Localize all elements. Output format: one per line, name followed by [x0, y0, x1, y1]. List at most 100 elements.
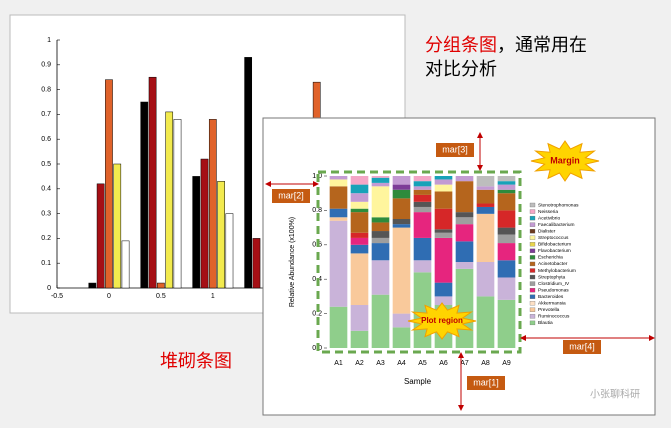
legend-swatch [529, 307, 536, 312]
grouped-caption-line2: 对比分析 [425, 59, 497, 80]
legend-swatch [529, 268, 536, 273]
y-tick-label: 0.7 [41, 111, 51, 118]
bar [173, 119, 182, 289]
bar-segment [350, 244, 369, 254]
x-tick-label: A4 [397, 360, 406, 367]
legend-swatch [529, 320, 536, 326]
legend-swatch [529, 261, 536, 267]
y-tick-label: 0.9 [41, 62, 51, 69]
legend-label: Dialister [538, 228, 556, 234]
bar-segment [371, 182, 390, 187]
legend-label: Akkermansia [538, 301, 566, 307]
bar-segment [497, 176, 516, 182]
bar-segment [434, 296, 453, 305]
bar-segment [392, 198, 411, 219]
bar-segment [392, 176, 411, 185]
legend-swatch [529, 229, 536, 234]
bar-segment [497, 243, 516, 261]
legend-swatch [529, 209, 536, 214]
bar-segment [350, 176, 369, 185]
bar-segment [434, 208, 453, 230]
y-tick-label: 0.8 [41, 86, 51, 93]
y-tick-label: 0 [47, 285, 51, 292]
bar-segment [371, 243, 390, 261]
mar4: mar[4] [569, 341, 595, 351]
bar-segment [329, 179, 348, 187]
bar-segment [350, 253, 369, 305]
bar-segment [497, 181, 516, 185]
bar-segment [497, 189, 516, 194]
x-tick-label: A8 [481, 360, 490, 367]
bar-segment [434, 282, 453, 297]
legend-label: Pseudomonas [538, 287, 569, 293]
label-box [272, 189, 310, 203]
legend-swatch [529, 314, 536, 319]
x-tick-label: 1 [211, 293, 215, 300]
bar-segment [434, 184, 453, 192]
bar-segment [350, 330, 369, 348]
legend-swatch [529, 215, 536, 221]
y-tick-label: 1 [47, 37, 51, 44]
bar [192, 176, 201, 289]
x-tick-label: A2 [355, 360, 364, 367]
bar-segment [329, 306, 348, 348]
bar-segment [476, 189, 495, 204]
bar-segment [371, 294, 390, 348]
bar-segment [476, 213, 495, 262]
bar [244, 57, 253, 289]
legend-label: Blautia [538, 320, 553, 326]
bar-segment [413, 189, 432, 195]
bar-segment [455, 176, 474, 182]
bar-segment [497, 210, 516, 228]
caption-red: 分组条图 [425, 35, 497, 56]
y-tick-label: 0.5 [41, 161, 51, 168]
legend-label: Methylobacterium [538, 268, 576, 274]
bar-segment [392, 227, 411, 314]
bar-segment [371, 186, 390, 218]
bar-segment [350, 212, 369, 233]
bar-segment [413, 181, 432, 187]
bar-segment [434, 232, 453, 238]
label-box [467, 376, 505, 390]
star [530, 140, 600, 182]
bar [225, 213, 234, 289]
y-tick-label: 0.2 [312, 310, 322, 317]
legend-label: Bifidobacterium [538, 242, 571, 248]
bar [148, 76, 157, 289]
legend-swatch [529, 287, 536, 293]
y-tick-label: 0.4 [41, 186, 51, 193]
bar-segment [434, 237, 453, 283]
bar [96, 183, 105, 289]
x-tick-label: -0.5 [51, 293, 63, 300]
bar [208, 119, 217, 289]
y-tick-label: 0.8 [312, 207, 322, 214]
bar [252, 238, 261, 289]
bar-segment [413, 206, 432, 213]
legend-swatch [529, 255, 536, 260]
x-tick-label: A5 [418, 360, 427, 367]
bar-segment [476, 262, 495, 297]
mar3: mar[3] [442, 144, 468, 154]
stacked-caption: 堆砌条图 [160, 351, 232, 372]
legend-swatch [529, 274, 536, 280]
bar-segment [371, 222, 390, 232]
legend-swatch [529, 281, 536, 286]
legend-label: Acetivibrio [538, 215, 560, 221]
legend-swatch [529, 222, 536, 227]
bar-segment [371, 260, 390, 295]
legend-label: Flavobacterium [538, 248, 571, 254]
bar-segment [392, 184, 411, 190]
bar-segment [434, 229, 453, 233]
bar-segment [455, 212, 474, 218]
y-tick-label: 0.2 [41, 235, 51, 242]
bar [113, 163, 122, 289]
bar [88, 282, 97, 289]
bar-segment [329, 208, 348, 218]
bar-segment [350, 201, 369, 209]
bar-segment [413, 194, 432, 202]
y-axis-label: Relative Abundance (x100%) [289, 217, 296, 307]
bar-segment [413, 186, 432, 190]
bar-segment [476, 296, 495, 348]
caption-black: ，通常用在 [497, 35, 587, 56]
